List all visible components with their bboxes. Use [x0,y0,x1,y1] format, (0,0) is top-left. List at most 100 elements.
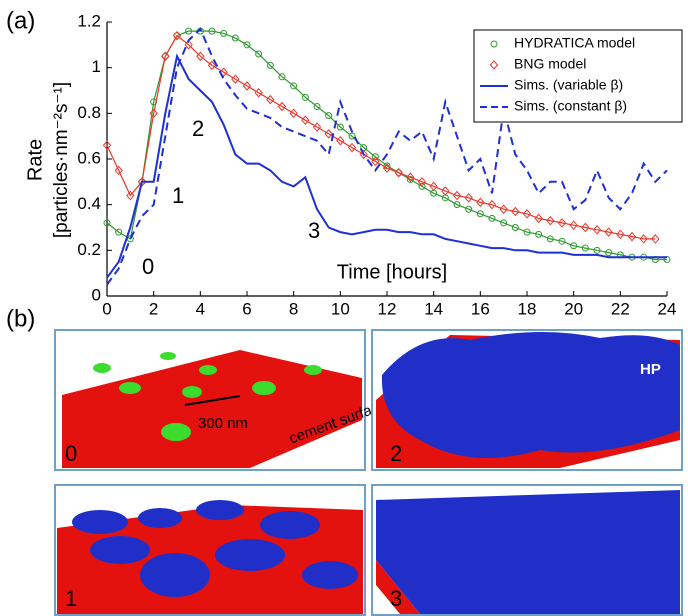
marker [452,190,462,201]
marker [418,182,426,190]
marker [546,235,554,243]
marker [406,176,414,184]
x-axis-label: Time [hours] [337,261,447,283]
marker [500,219,508,227]
marker [476,197,485,208]
marker [150,98,158,106]
marker [511,224,519,231]
marker [546,215,555,226]
x-tick-label: 24 [658,299,677,318]
marker [266,94,275,105]
x-tick-label: 10 [331,299,350,318]
marker [616,229,625,240]
marker [499,204,508,214]
marker [464,193,473,203]
x-tick-label: 4 [196,299,205,318]
y-tick-label: 0.8 [77,103,101,122]
marker [185,27,193,35]
y-tick-label: 1 [92,57,101,76]
marker [348,132,356,140]
marker [208,27,216,35]
tile-label: 1 [65,586,77,611]
marker [592,225,602,235]
marker [604,227,613,237]
marker [605,249,613,257]
tile-label: 0 [65,441,77,466]
marker [651,234,660,244]
marker [161,51,170,62]
marker [243,41,251,49]
marker [290,82,298,90]
x-tick-label: 18 [518,299,537,318]
marker [382,163,392,173]
x-tick-label: 20 [564,299,583,318]
annotation: 3 [308,218,320,243]
x-tick-label: 6 [242,299,251,318]
marker [278,73,286,81]
marker [172,30,182,41]
marker [581,244,589,252]
marker [277,101,287,112]
marker [535,230,543,238]
scale-bar-label: 300 nm [198,415,248,432]
marker [220,29,228,37]
marker [149,108,158,119]
series-line [106,53,667,279]
tile: 3 [371,484,683,616]
marker [488,214,496,222]
marker [570,242,578,250]
marker [534,213,543,224]
marker [371,156,380,167]
marker [476,210,484,218]
marker [312,122,322,132]
x-tick-label: 22 [611,299,630,318]
y-axis-units: [particles·nm⁻²s⁻¹] [51,82,72,238]
marker [114,165,123,176]
legend-label: Sims. (variable β) [514,77,623,93]
hp-label: HP [640,361,661,378]
marker [102,140,112,151]
marker [429,181,438,192]
y-tick-label: 0.4 [77,194,101,213]
series-line [106,27,668,286]
marker [196,51,205,62]
panel-label: (b) [6,305,35,332]
tile: 1 [54,484,366,616]
marker [523,228,531,236]
y-tick-label: 0 [92,285,101,304]
marker [137,177,147,187]
marker [489,60,499,70]
marker [301,93,309,101]
legend-label: Sims. (constant β) [514,98,627,114]
marker [219,67,228,77]
marker [231,74,240,84]
x-tick-label: 0 [102,299,111,318]
legend-box [473,29,683,123]
marker [301,115,310,125]
x-tick-label: 8 [289,299,298,318]
marker [557,218,567,228]
marker [231,34,239,42]
y-tick-label: 0.6 [77,148,101,167]
marker [313,102,321,110]
x-tick-label: 12 [378,299,397,318]
marker [453,201,461,209]
marker [490,40,498,48]
marker [371,153,379,161]
marker [324,129,333,139]
x-tick-label: 16 [471,299,490,318]
tile: HP 2 [371,329,683,471]
tile: 300 nm cement surface 0 [54,329,389,471]
marker [522,209,532,219]
annotation: 2 [192,116,204,141]
marker [394,167,403,178]
y-axis-label: Rate [24,139,46,181]
y-tick-label: 1.2 [77,11,101,30]
marker [406,172,415,183]
marker [325,112,333,120]
tile-label: 2 [390,441,402,466]
marker [254,88,263,98]
marker [126,190,135,201]
marker [266,61,274,69]
